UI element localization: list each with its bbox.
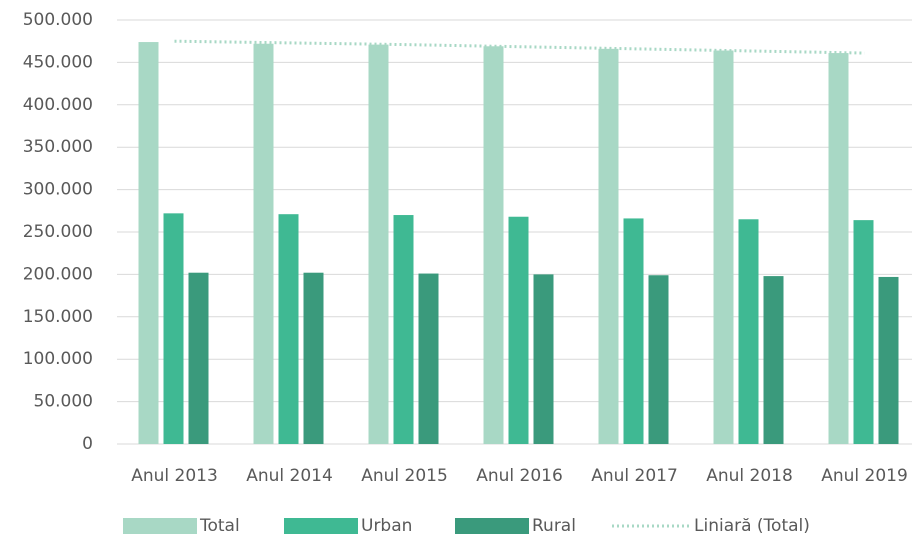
bar (138, 42, 159, 444)
y-tick-label: 150.000 (23, 307, 93, 327)
x-tick-label: Anul 2018 (706, 466, 793, 486)
bar (853, 220, 874, 444)
y-tick-label: 0 (82, 434, 93, 454)
legend-swatch (123, 518, 197, 534)
bar (828, 53, 849, 445)
y-tick-label: 200.000 (23, 264, 93, 284)
x-tick-label: Anul 2016 (476, 466, 563, 486)
bar (163, 213, 184, 444)
bar (253, 43, 274, 445)
legend-swatch (284, 518, 358, 534)
bar (508, 216, 529, 444)
legend-label: Liniară (Total) (694, 516, 810, 536)
y-tick-label: 250.000 (23, 222, 93, 242)
y-tick-label: 50.000 (34, 392, 93, 412)
y-tick-label: 500.000 (23, 10, 93, 30)
y-tick-label: 300.000 (23, 180, 93, 200)
bar (598, 48, 619, 444)
legend-label: Urban (361, 516, 412, 536)
y-tick-label: 400.000 (23, 95, 93, 115)
legend-label: Rural (532, 516, 576, 536)
y-tick-label: 450.000 (23, 52, 93, 72)
x-tick-label: Anul 2014 (246, 466, 333, 486)
x-tick-label: Anul 2017 (591, 466, 678, 486)
bar (368, 44, 389, 444)
bar (763, 276, 784, 444)
bar (648, 275, 669, 444)
bar (393, 215, 414, 444)
bar (878, 276, 899, 444)
bar (533, 274, 554, 444)
bar (483, 46, 504, 445)
trend-line (174, 39, 865, 55)
x-tick-label: Anul 2019 (821, 466, 908, 486)
x-tick-label: Anul 2015 (361, 466, 448, 486)
y-tick-label: 350.000 (23, 137, 93, 157)
bar (623, 218, 644, 444)
x-tick-label: Anul 2013 (131, 466, 218, 486)
bar (738, 219, 759, 444)
bar (188, 272, 209, 444)
y-tick-label: 100.000 (23, 349, 93, 369)
bar (303, 272, 324, 444)
legend-label: Total (199, 516, 240, 536)
bar (713, 50, 734, 444)
bar (418, 273, 439, 444)
legend-swatch (455, 518, 529, 534)
bar (278, 214, 299, 444)
